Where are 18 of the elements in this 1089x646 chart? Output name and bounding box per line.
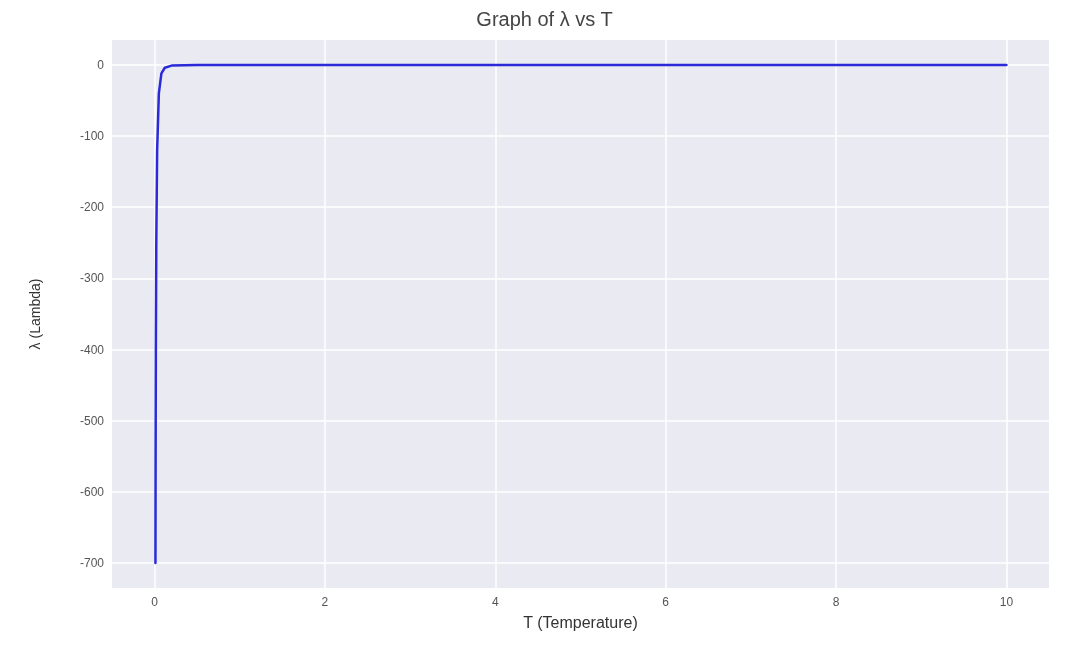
x-tick-label: 10 bbox=[999, 595, 1014, 609]
y-tick-label: -700 bbox=[79, 556, 105, 571]
y-axis-title: λ (Lambda) bbox=[27, 278, 43, 350]
chart-title: Graph of λ vs T bbox=[476, 8, 613, 30]
y-tick-label: -300 bbox=[79, 271, 105, 286]
y-tick-label: 0 bbox=[97, 57, 105, 72]
x-tick-label: 2 bbox=[321, 595, 329, 609]
x-axis-title: T (Temperature) bbox=[523, 613, 638, 631]
x-tick-label: 8 bbox=[832, 595, 840, 609]
y-tick-label: -400 bbox=[79, 342, 105, 357]
x-tick-label: 0 bbox=[151, 595, 159, 609]
y-tick-label: -500 bbox=[79, 413, 105, 428]
y-tick-label: -600 bbox=[79, 484, 105, 499]
x-tick-label: 6 bbox=[662, 595, 670, 609]
y-tick-label: -200 bbox=[79, 200, 105, 215]
y-tick-label: -100 bbox=[79, 129, 105, 144]
line-series bbox=[154, 63, 1008, 565]
x-tick-label: 4 bbox=[491, 595, 499, 609]
